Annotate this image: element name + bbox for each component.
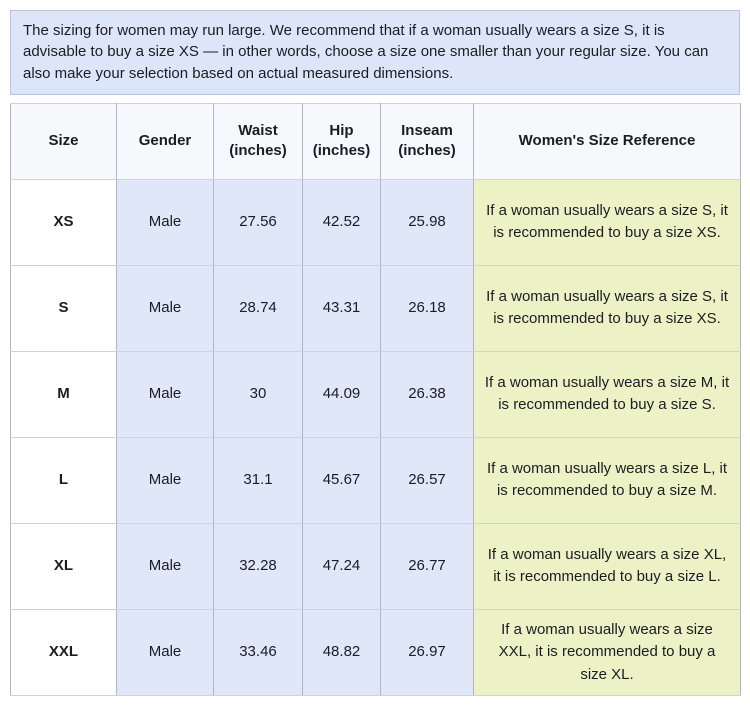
cell-inseam: 26.18 [380,264,474,352]
table-header: Size Gender Waist (inches) Hip (inches) Inse… [10,102,741,180]
cell-reference: If a woman usually wears a size S, it is… [473,178,741,266]
cell-waist: 30 [213,350,303,438]
cell-waist: 32.28 [213,522,303,610]
table-row: XS Male 27.56 42.52 25.98 If a woman usually … [10,178,741,266]
cell-size: XXL [10,608,117,696]
cell-waist: 28.74 [213,264,303,352]
table-row: S Male 28.74 43.31 26.18 If a woman usually w… [10,264,741,352]
cell-reference: If a woman usually wears a size L, it is… [473,436,741,524]
cell-size: XL [10,522,117,610]
cell-reference: If a woman usually wears a size XXL, it … [473,608,741,696]
size-chart-table: Size Gender Waist (inches) Hip (inches) Inse… [10,102,741,696]
table-row: L Male 31.1 45.67 26.57 If a woman usually we… [10,436,741,524]
cell-gender: Male [116,264,214,352]
table-row: XL Male 32.28 47.24 26.77 If a woman usually … [10,522,741,610]
cell-size: M [10,350,117,438]
header-row: Size Gender Waist (inches) Hip (inches) Inse… [10,102,741,180]
cell-reference: If a woman usually wears a size XL, it i… [473,522,741,610]
cell-size: S [10,264,117,352]
cell-inseam: 26.97 [380,608,474,696]
cell-hip: 44.09 [302,350,381,438]
column-header-reference: Women's Size Reference [473,102,741,180]
column-header-inseam: Inseam (inches) [380,102,474,180]
column-header-hip: Hip (inches) [302,102,381,180]
cell-size: XS [10,178,117,266]
cell-inseam: 26.77 [380,522,474,610]
cell-gender: Male [116,608,214,696]
cell-reference: If a woman usually wears a size S, it is… [473,264,741,352]
cell-gender: Male [116,178,214,266]
cell-waist: 31.1 [213,436,303,524]
cell-waist: 33.46 [213,608,303,696]
cell-inseam: 25.98 [380,178,474,266]
cell-gender: Male [116,522,214,610]
table-row: M Male 30 44.09 26.38 If a woman usually wear… [10,350,741,438]
table-row: XXL Male 33.46 48.82 26.97 If a woman usually… [10,608,741,696]
cell-waist: 27.56 [213,178,303,266]
sizing-notice: The sizing for women may run large. We r… [10,10,740,95]
cell-size: L [10,436,117,524]
cell-inseam: 26.57 [380,436,474,524]
cell-hip: 48.82 [302,608,381,696]
column-header-waist: Waist (inches) [213,102,303,180]
cell-inseam: 26.38 [380,350,474,438]
cell-hip: 47.24 [302,522,381,610]
cell-gender: Male [116,436,214,524]
cell-hip: 43.31 [302,264,381,352]
cell-hip: 42.52 [302,178,381,266]
column-header-size: Size [10,102,117,180]
table-body: XS Male 27.56 42.52 25.98 If a woman usually … [10,178,741,696]
cell-gender: Male [116,350,214,438]
cell-reference: If a woman usually wears a size M, it is… [473,350,741,438]
cell-hip: 45.67 [302,436,381,524]
column-header-gender: Gender [116,102,214,180]
